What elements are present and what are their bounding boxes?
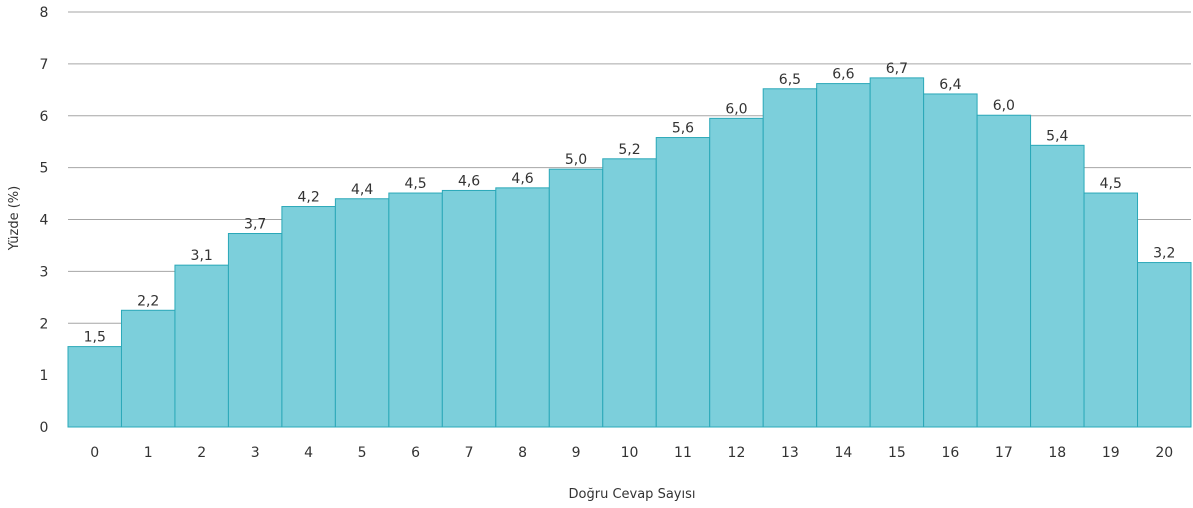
bar xyxy=(548,168,604,428)
bar xyxy=(281,206,336,428)
bars xyxy=(67,77,1192,428)
y-axis-ticks: 0 1 2 3 4 5 6 7 8 xyxy=(40,5,49,436)
bar xyxy=(388,192,443,428)
x-tick-label: 8 xyxy=(518,445,527,461)
data-label: 2,2 xyxy=(137,293,159,309)
bar xyxy=(120,309,176,428)
bar xyxy=(334,198,390,428)
x-tick-label: 0 xyxy=(90,445,99,461)
data-label: 4,5 xyxy=(404,176,426,192)
bar xyxy=(976,114,1032,428)
x-tick-label: 9 xyxy=(572,445,581,461)
data-label: 6,4 xyxy=(939,77,961,93)
bar xyxy=(441,189,497,428)
x-tick-label: 14 xyxy=(834,445,852,461)
data-label: 3,2 xyxy=(1153,246,1175,262)
data-label: 5,0 xyxy=(565,152,587,168)
bar xyxy=(174,264,229,428)
bar xyxy=(762,88,818,428)
y-tick-label: 3 xyxy=(40,264,49,280)
x-tick-label: 6 xyxy=(411,445,420,461)
bar xyxy=(709,117,764,428)
y-axis-title: Yüzde (%) xyxy=(7,186,22,251)
bar xyxy=(869,77,925,428)
x-tick-label: 10 xyxy=(621,445,639,461)
y-tick-label: 6 xyxy=(40,109,49,125)
bar xyxy=(655,137,711,428)
data-label: 4,4 xyxy=(351,182,373,198)
data-label: 6,6 xyxy=(832,67,854,83)
bar xyxy=(1083,192,1139,428)
y-tick-label: 4 xyxy=(40,213,49,229)
y-tick-label: 2 xyxy=(40,316,49,332)
x-tick-label: 11 xyxy=(674,445,692,461)
data-label: 3,1 xyxy=(191,248,213,264)
x-tick-label: 15 xyxy=(888,445,906,461)
data-label: 3,7 xyxy=(244,217,266,233)
data-label: 5,6 xyxy=(672,121,694,137)
data-label: 6,0 xyxy=(725,101,747,117)
data-label: 1,5 xyxy=(84,330,106,346)
x-tick-label: 20 xyxy=(1155,445,1173,461)
data-labels: 1,5 2,2 3,1 3,7 4,2 4,4 4,5 4,6 4,6 5,0 5,2 5,6 6,0 6… xyxy=(84,61,1176,346)
data-label: 4,2 xyxy=(298,190,320,206)
data-label: 5,2 xyxy=(618,142,640,158)
data-label: 4,6 xyxy=(458,173,480,189)
bar xyxy=(227,233,283,428)
x-tick-label: 18 xyxy=(1048,445,1066,461)
bar xyxy=(923,93,978,428)
y-tick-label: 7 xyxy=(40,57,49,73)
x-tick-label: 5 xyxy=(358,445,367,461)
x-tick-label: 1 xyxy=(144,445,153,461)
bar xyxy=(67,346,122,428)
x-axis-ticks: 0 1 2 3 4 5 6 7 8 9 10 11 12 13 14 15 16 17 18 19 20 xyxy=(90,445,1173,461)
data-label: 6,0 xyxy=(993,98,1015,114)
y-tick-label: 1 xyxy=(40,368,49,384)
data-label: 4,5 xyxy=(1100,176,1122,192)
bar xyxy=(495,187,550,428)
x-tick-label: 4 xyxy=(304,445,313,461)
x-tick-label: 19 xyxy=(1102,445,1120,461)
data-label: 6,5 xyxy=(779,72,801,88)
x-tick-label: 17 xyxy=(995,445,1013,461)
x-axis-title: Doğru Cevap Sayısı xyxy=(569,487,696,502)
bar xyxy=(816,83,871,428)
bar xyxy=(1137,262,1192,428)
x-tick-label: 16 xyxy=(941,445,959,461)
y-tick-label: 0 xyxy=(40,420,49,436)
bar xyxy=(1030,144,1085,428)
x-tick-label: 13 xyxy=(781,445,799,461)
x-tick-label: 7 xyxy=(465,445,474,461)
x-tick-label: 2 xyxy=(197,445,206,461)
x-tick-label: 3 xyxy=(251,445,260,461)
x-tick-label: 12 xyxy=(728,445,746,461)
y-tick-label: 5 xyxy=(40,161,49,177)
data-label: 6,7 xyxy=(886,61,908,77)
data-label: 5,4 xyxy=(1046,128,1068,144)
bar xyxy=(602,158,657,428)
data-label: 4,6 xyxy=(511,171,533,187)
y-tick-label: 8 xyxy=(40,5,49,21)
